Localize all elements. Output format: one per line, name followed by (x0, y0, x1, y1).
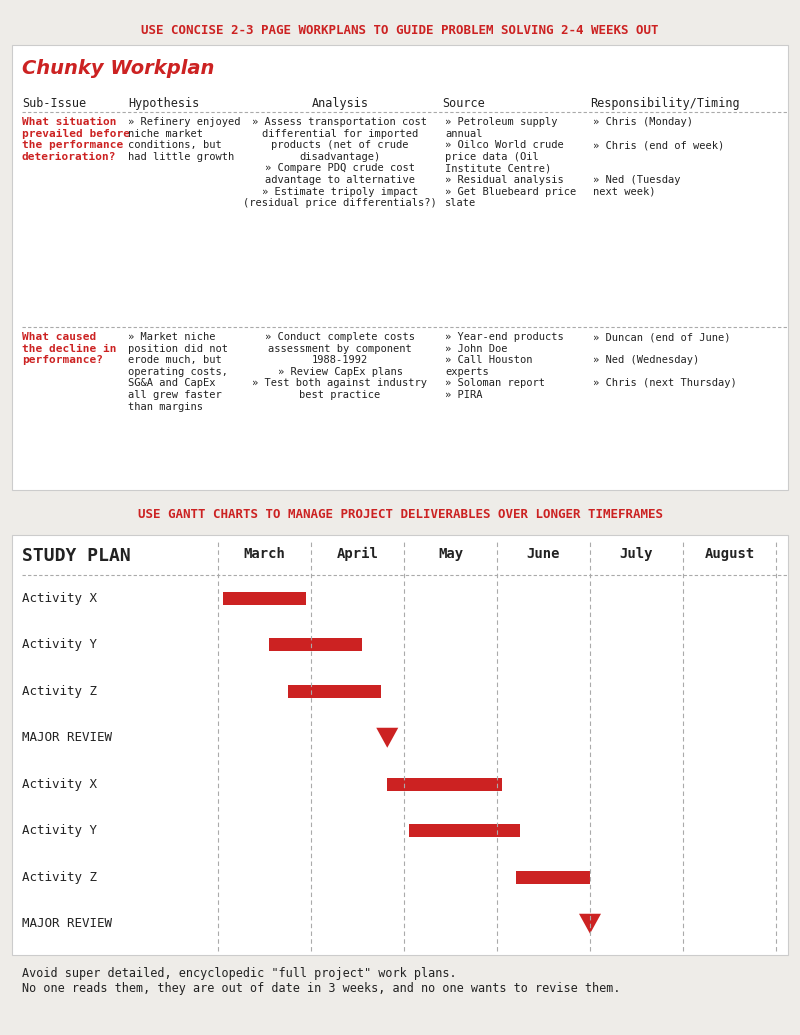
Text: Activity Z: Activity Z (22, 685, 97, 698)
Bar (12, 45, 788, 490)
Text: STUDY PLAN: STUDY PLAN (22, 548, 130, 565)
Bar (269, 639, 362, 651)
Text: » Year-end products
» John Doe
» Call Houston
experts
» Soloman report
» PIRA: » Year-end products » John Doe » Call Ho… (445, 332, 564, 400)
Text: » Chris (Monday)

» Chris (end of week)


» Ned (Tuesday
next week): » Chris (Monday) » Chris (end of week) »… (593, 117, 724, 197)
Text: » Duncan (end of June)

» Ned (Wednesday)

» Chris (next Thursday): » Duncan (end of June) » Ned (Wednesday)… (593, 332, 737, 388)
Text: Activity Z: Activity Z (22, 870, 97, 884)
Text: Sub-Issue: Sub-Issue (22, 97, 86, 110)
Bar (222, 592, 306, 604)
Text: What situation
prevailed before
the performance
deterioration?: What situation prevailed before the perf… (22, 117, 130, 161)
Text: Responsibility/Timing: Responsibility/Timing (590, 97, 740, 110)
Text: Source: Source (442, 97, 485, 110)
Bar (387, 777, 502, 791)
Polygon shape (376, 728, 398, 747)
Bar (12, 535, 788, 955)
Polygon shape (579, 914, 601, 934)
Text: Activity Y: Activity Y (22, 824, 97, 837)
Text: » Conduct complete costs
assessment by component
1988-1992
» Review CapEx plans
: » Conduct complete costs assessment by c… (253, 332, 427, 400)
Text: May: May (438, 548, 463, 561)
Text: USE CONCISE 2-3 PAGE WORKPLANS TO GUIDE PROBLEM SOLVING 2-4 WEEKS OUT: USE CONCISE 2-3 PAGE WORKPLANS TO GUIDE … (142, 24, 658, 36)
Text: August: August (704, 548, 754, 561)
Text: What caused
the decline in
performance?: What caused the decline in performance? (22, 332, 117, 365)
Bar (516, 870, 590, 884)
Text: Activity Y: Activity Y (22, 639, 97, 651)
Text: » Assess transportation cost
differential for imported
products (net of crude
di: » Assess transportation cost differentia… (243, 117, 437, 208)
Text: » Market niche
position did not
erode much, but
operating costs,
SG&A and CapEx
: » Market niche position did not erode mu… (128, 332, 228, 412)
Text: MAJOR REVIEW: MAJOR REVIEW (22, 732, 112, 744)
Text: Activity X: Activity X (22, 592, 97, 604)
Text: March: March (243, 548, 286, 561)
Text: June: June (526, 548, 560, 561)
Bar (288, 685, 381, 698)
Text: » Refinery enjoyed
niche market
conditions, but
had little growth: » Refinery enjoyed niche market conditio… (128, 117, 241, 161)
Text: Hypothesis: Hypothesis (128, 97, 199, 110)
Text: Chunky Workplan: Chunky Workplan (22, 59, 214, 78)
Text: MAJOR REVIEW: MAJOR REVIEW (22, 917, 112, 930)
Text: July: July (620, 548, 654, 561)
Text: Activity X: Activity X (22, 777, 97, 791)
Text: Analysis: Analysis (311, 97, 369, 110)
Text: » Petroleum supply
annual
» Oilco World crude
price data (Oil
Institute Centre)
: » Petroleum supply annual » Oilco World … (445, 117, 576, 208)
Bar (409, 824, 520, 837)
Text: USE GANTT CHARTS TO MANAGE PROJECT DELIVERABLES OVER LONGER TIMEFRAMES: USE GANTT CHARTS TO MANAGE PROJECT DELIV… (138, 508, 662, 522)
Text: April: April (337, 548, 378, 561)
Text: Avoid super detailed, encyclopedic "full project" work plans.
No one reads them,: Avoid super detailed, encyclopedic "full… (22, 967, 621, 995)
